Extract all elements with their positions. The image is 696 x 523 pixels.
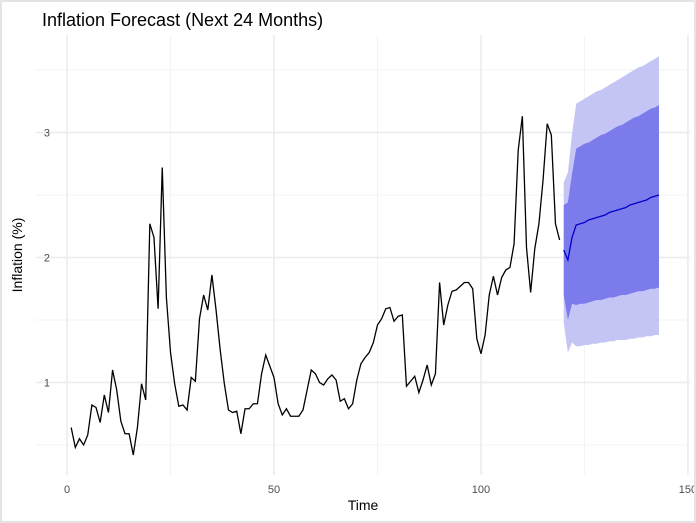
forecast-bands [563, 56, 659, 353]
y-tick-label: 2 [44, 253, 50, 265]
x-tick-label: 100 [472, 484, 490, 496]
forecast-mean-line [563, 194, 660, 263]
chart-title: Inflation Forecast (Next 24 Months) [42, 10, 323, 30]
y-tick-label: 3 [44, 128, 50, 140]
y-axis-label: Inflation (%) [9, 218, 25, 293]
series-lines [70, 116, 660, 456]
x-tick-label: 0 [64, 484, 70, 496]
y-tick-label: 1 [44, 378, 50, 390]
x-tick-label: 150 [679, 484, 694, 496]
x-axis-label: Time [348, 497, 379, 513]
tick-labels: 0 50 100 150 1 2 3 [44, 128, 694, 497]
x-tick-label: 50 [268, 484, 280, 496]
history-line [70, 116, 561, 456]
